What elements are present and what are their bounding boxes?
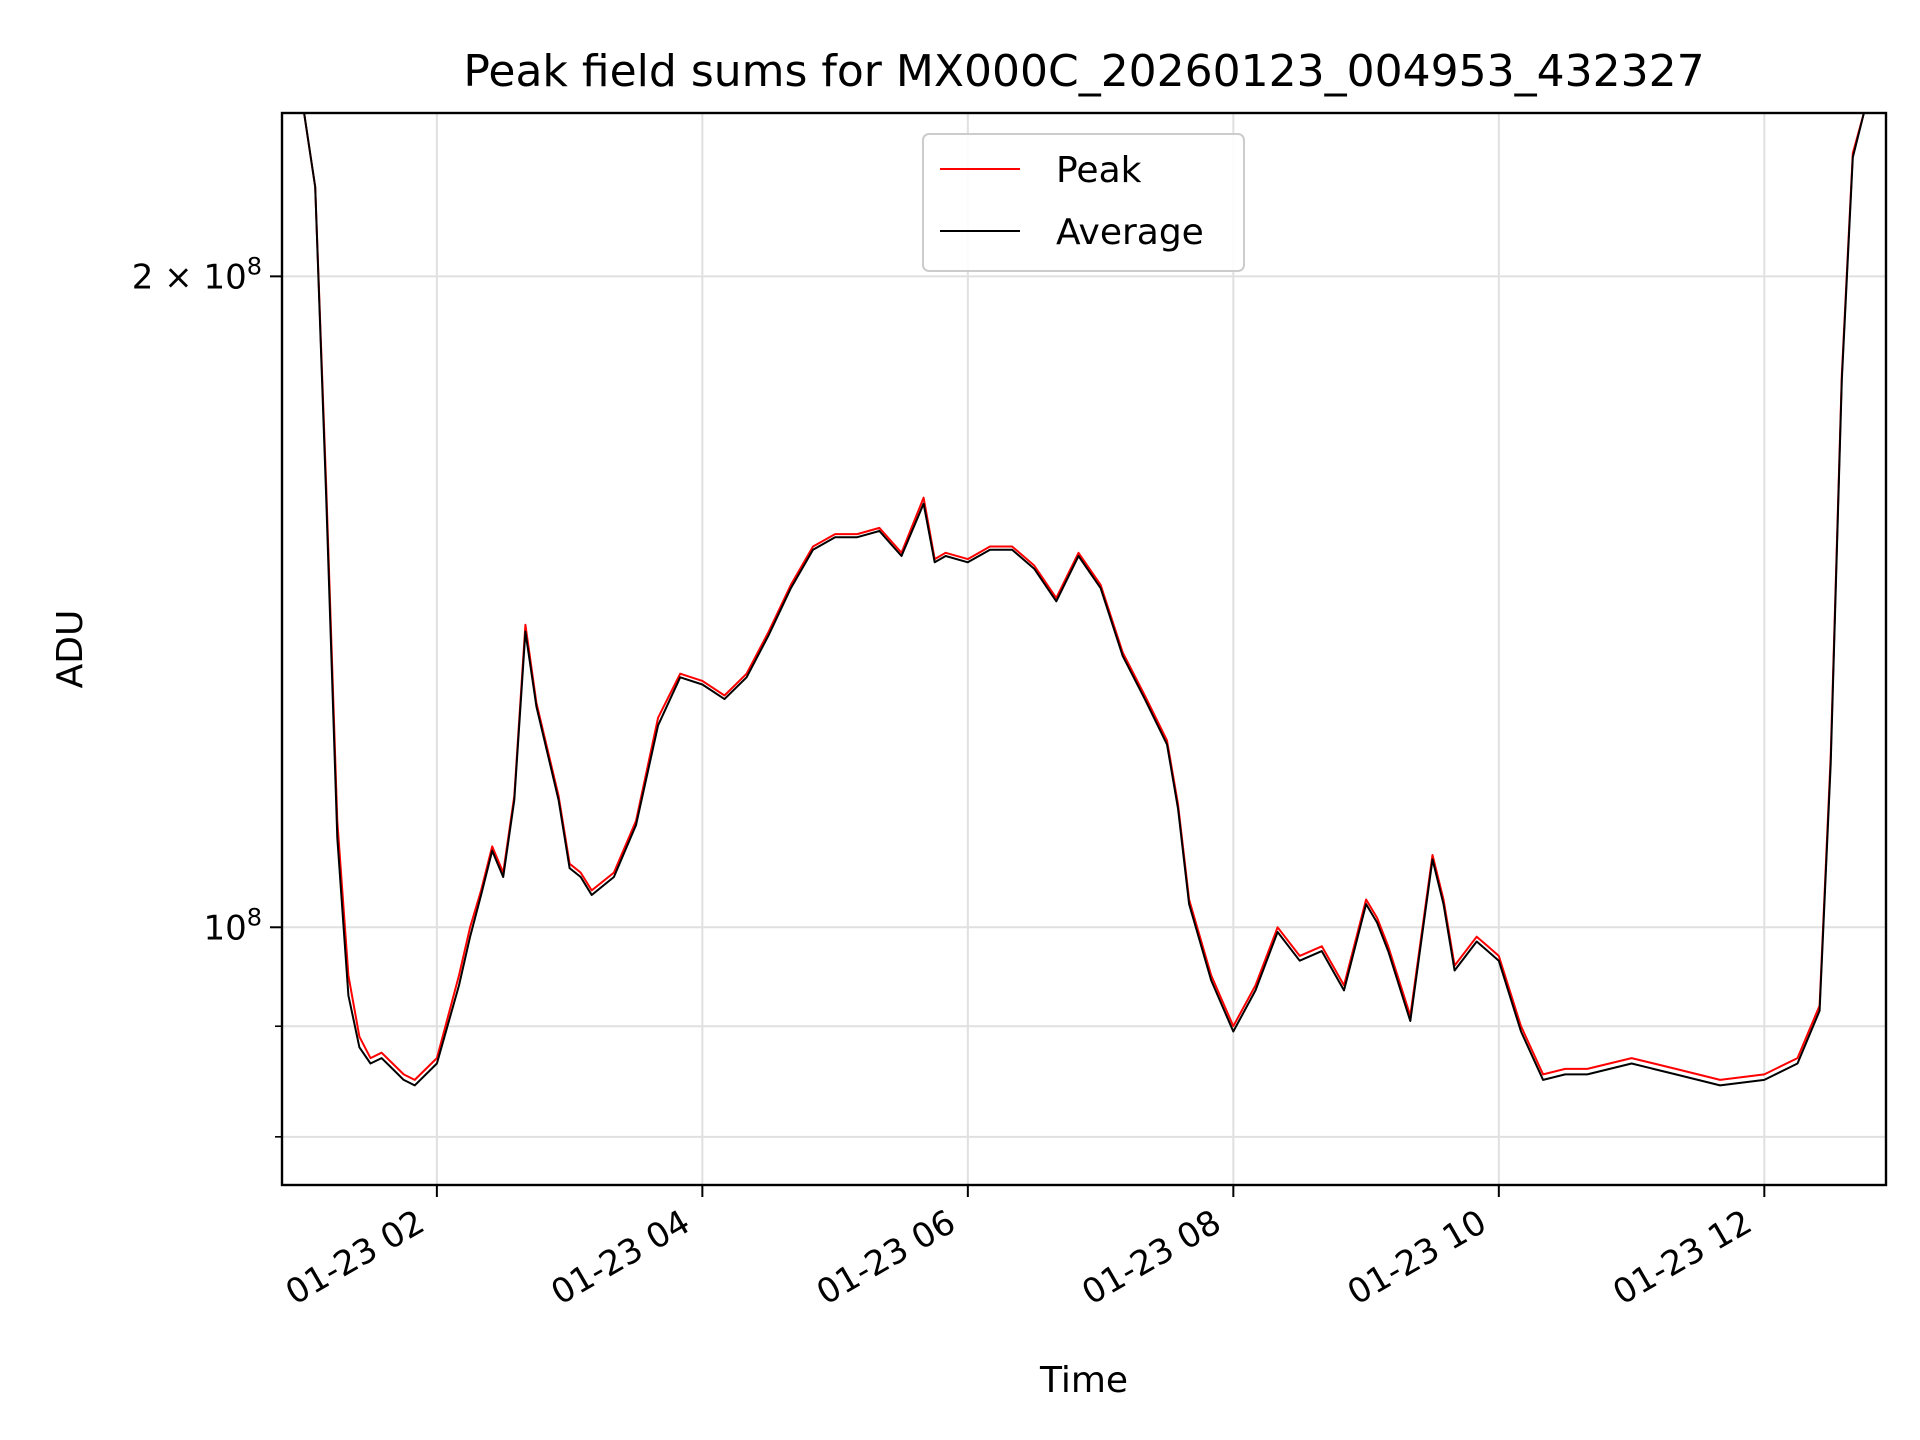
- grid-lines: [282, 113, 1886, 1185]
- series-line-average: [282, 113, 1886, 1087]
- y-tick-label-0: 108: [203, 903, 262, 948]
- y-axis: 108 2 × 108: [132, 252, 282, 1138]
- legend-label-average: Average: [1056, 212, 1204, 253]
- chart-title: Peak field sums for MX000C_20260123_0049…: [463, 46, 1704, 97]
- series-layer: [282, 113, 1886, 1087]
- y-axis-label: ADU: [50, 610, 91, 689]
- y-tick-label-1: 2 × 108: [132, 252, 262, 297]
- legend-label-peak: Peak: [1056, 150, 1142, 191]
- plot-frame: [280, 111, 1888, 1187]
- legend: Peak Average: [922, 133, 1245, 272]
- series-line-peak: [282, 113, 1886, 1081]
- x-axis-label: Time: [1039, 1360, 1128, 1401]
